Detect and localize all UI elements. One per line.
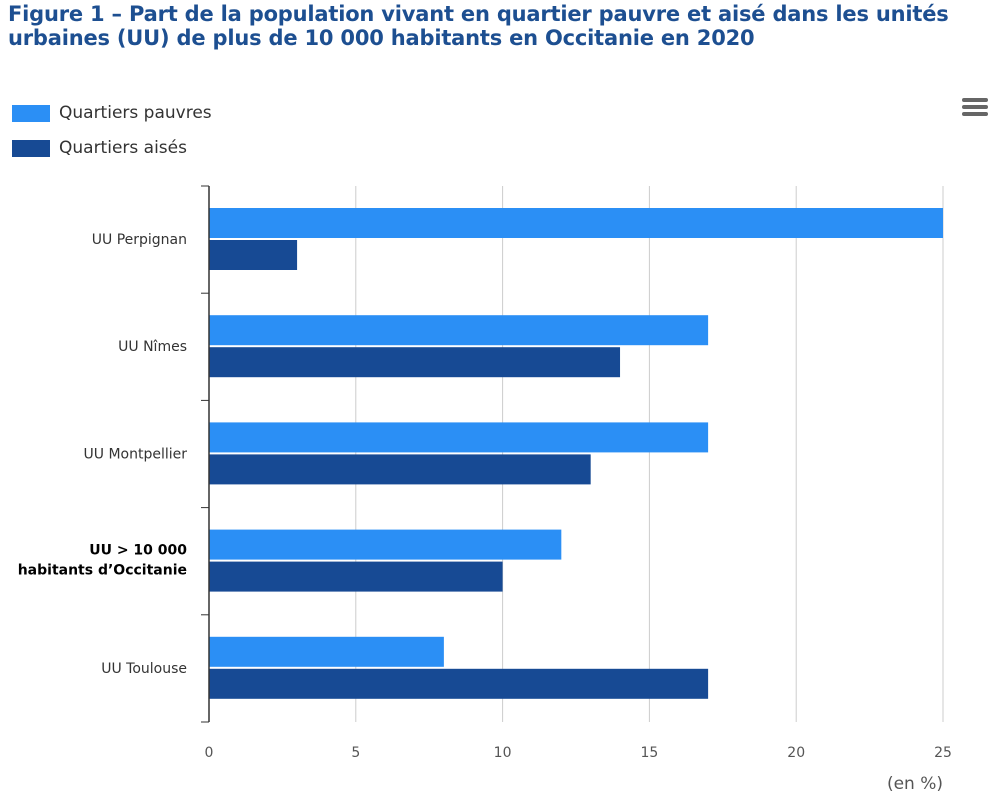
bar[interactable] — [209, 422, 709, 453]
x-tick-label: 25 — [934, 745, 952, 761]
x-tick-label: 20 — [787, 745, 805, 761]
bar[interactable] — [209, 208, 943, 238]
menu-line — [962, 105, 988, 109]
x-tick-label: 5 — [351, 745, 360, 761]
category-label: UU Nîmes — [118, 339, 187, 355]
x-axis-unit-label: (en %) — [887, 774, 943, 794]
category-label: UU > 10 000 habitants d’Occitanie — [18, 543, 188, 579]
menu-line — [962, 98, 988, 102]
bar[interactable] — [209, 529, 562, 560]
legend-item-quartiers-pauvres[interactable]: Quartiers pauvres — [12, 100, 212, 126]
legend-label-quartiers-pauvres: Quartiers pauvres — [59, 103, 212, 123]
bar[interactable] — [209, 668, 709, 699]
bar[interactable] — [209, 561, 503, 592]
legend-swatch-quartiers-aises — [12, 139, 50, 157]
bar[interactable] — [209, 315, 709, 346]
category-label: UU Toulouse — [101, 661, 187, 677]
x-tick-label: 10 — [494, 745, 512, 761]
bar[interactable] — [209, 240, 298, 270]
chart-title: Figure 1 – Part de la population vivant … — [8, 2, 949, 50]
bar[interactable] — [209, 636, 444, 667]
hamburger-menu-icon[interactable] — [960, 95, 990, 121]
x-tick-label: 0 — [205, 745, 214, 761]
menu-line — [962, 112, 988, 116]
bar[interactable] — [209, 454, 591, 485]
bar[interactable] — [209, 347, 621, 378]
legend-item-quartiers-aises[interactable]: Quartiers aisés — [12, 135, 212, 161]
category-label: UU Perpignan — [92, 232, 187, 248]
x-tick-label: 15 — [640, 745, 658, 761]
legend-swatch-quartiers-pauvres — [12, 104, 50, 122]
legend: Quartiers pauvres Quartiers aisés — [12, 100, 212, 170]
legend-label-quartiers-aises: Quartiers aisés — [59, 138, 187, 158]
category-label: UU Montpellier — [84, 446, 188, 462]
